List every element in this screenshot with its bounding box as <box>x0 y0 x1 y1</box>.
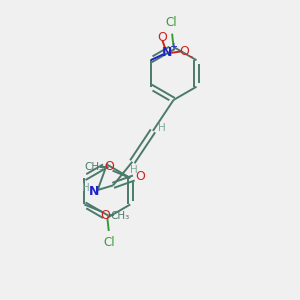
Text: H: H <box>158 123 166 133</box>
Text: CH₃: CH₃ <box>111 211 130 221</box>
Text: O: O <box>105 160 115 173</box>
Text: Cl: Cl <box>103 236 115 249</box>
Text: +: + <box>169 42 177 52</box>
Text: H: H <box>82 183 90 193</box>
Text: H: H <box>130 165 138 175</box>
Text: Cl: Cl <box>165 16 177 29</box>
Text: O: O <box>100 209 110 222</box>
Text: N: N <box>89 185 99 198</box>
Text: O: O <box>158 31 167 44</box>
Text: N: N <box>162 46 172 59</box>
Text: -: - <box>189 51 193 61</box>
Text: CH₃: CH₃ <box>85 162 104 172</box>
Text: O: O <box>179 45 189 58</box>
Text: O: O <box>135 170 145 183</box>
